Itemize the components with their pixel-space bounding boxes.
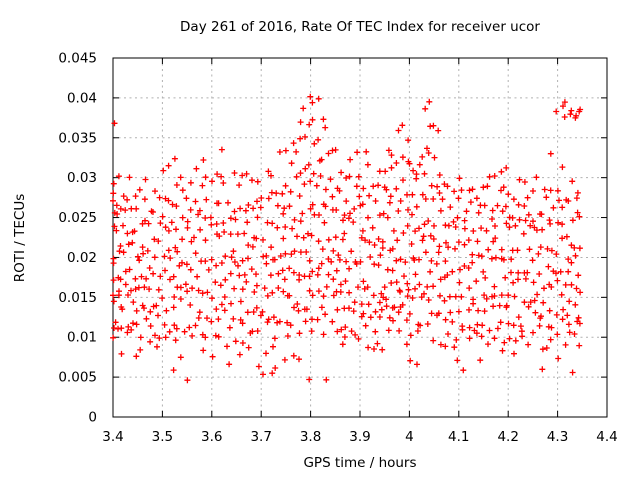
y-tick-label: 0.035 — [58, 130, 97, 146]
x-tick-label: 3.9 — [349, 429, 370, 445]
x-tick-label: 4.1 — [448, 429, 469, 445]
tick-labels: 3.4 3.5 3.6 3.7 3.8 3.9 4 4.1 4.2 4.3 4.4 0 0.005 0.0… — [58, 51, 617, 446]
data-points — [110, 93, 584, 384]
y-axis-label: ROTI / TECUs — [12, 194, 28, 282]
axis-ticks — [112, 57, 608, 418]
y-tick-label: 0.04 — [67, 90, 97, 106]
y-tick-label: 0.045 — [58, 51, 97, 67]
y-tick-label: 0.015 — [58, 290, 97, 306]
scatter-points-path — [110, 93, 584, 384]
y-tick-label: 0.02 — [67, 250, 97, 266]
x-tick-label: 4 — [405, 429, 414, 445]
x-tick-label: 3.6 — [201, 429, 222, 445]
y-tick-label: 0.025 — [58, 210, 97, 226]
x-tick-label: 3.8 — [300, 429, 321, 445]
x-tick-label: 4.3 — [547, 429, 568, 445]
y-tick-label: 0 — [88, 410, 97, 426]
x-tick-label: 3.7 — [250, 429, 271, 445]
x-tick-label: 3.4 — [102, 429, 123, 445]
x-tick-label: 4.2 — [497, 429, 518, 445]
y-tick-label: 0.03 — [67, 170, 97, 186]
y-tick-label: 0.01 — [67, 330, 97, 346]
x-axis-label: GPS time / hours — [303, 455, 416, 471]
y-tick-label: 0.005 — [58, 370, 97, 386]
chart-title: Day 261 of 2016, Rate Of TEC Index for r… — [180, 19, 540, 35]
x-tick-label: 4.4 — [596, 429, 617, 445]
x-tick-label: 3.5 — [152, 429, 173, 445]
